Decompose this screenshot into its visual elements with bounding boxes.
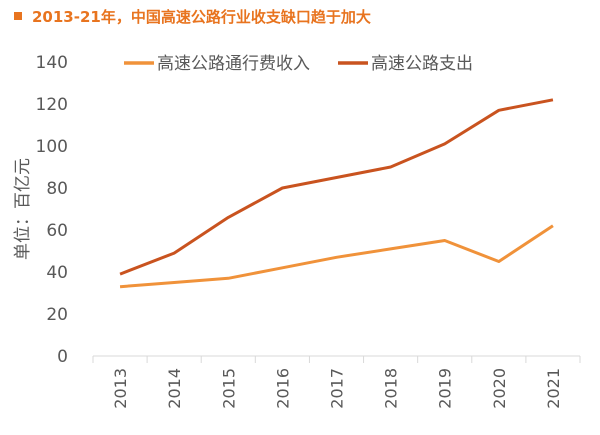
y-axis-label: 单位：百亿元 <box>13 158 33 260</box>
series-line-2 <box>119 98 554 276</box>
y-tick-label: 100 <box>36 137 68 157</box>
chart-title: 2013-21年，中国高速公路行业收支缺口趋于加大 <box>14 6 371 27</box>
x-tick-label: 2014 <box>165 368 184 409</box>
legend-label: 高速公路通行费收入 <box>157 54 310 74</box>
y-tick-label: 40 <box>46 263 68 283</box>
x-tick-label: 2018 <box>382 368 401 409</box>
series-line-1 <box>119 224 554 289</box>
chart-title-text: 2013-21年，中国高速公路行业收支缺口趋于加大 <box>32 8 371 26</box>
x-tick-label: 2017 <box>328 368 347 409</box>
legend-label: 高速公路支出 <box>371 54 473 74</box>
title-bullet-icon <box>14 11 22 20</box>
x-tick-label: 2019 <box>436 368 455 409</box>
y-tick-label: 60 <box>46 221 68 241</box>
y-tick-label: 0 <box>57 347 68 367</box>
y-tick-label: 120 <box>36 95 68 115</box>
x-tick-label: 2013 <box>111 368 130 409</box>
x-tick-label: 2021 <box>544 368 563 409</box>
x-tick-label: 2015 <box>219 368 238 409</box>
y-tick-label: 140 <box>36 53 68 73</box>
y-tick-label: 80 <box>46 179 68 199</box>
x-tick-label: 2016 <box>273 368 292 409</box>
x-tick-label: 2020 <box>490 368 509 409</box>
y-tick-label: 20 <box>46 305 68 325</box>
